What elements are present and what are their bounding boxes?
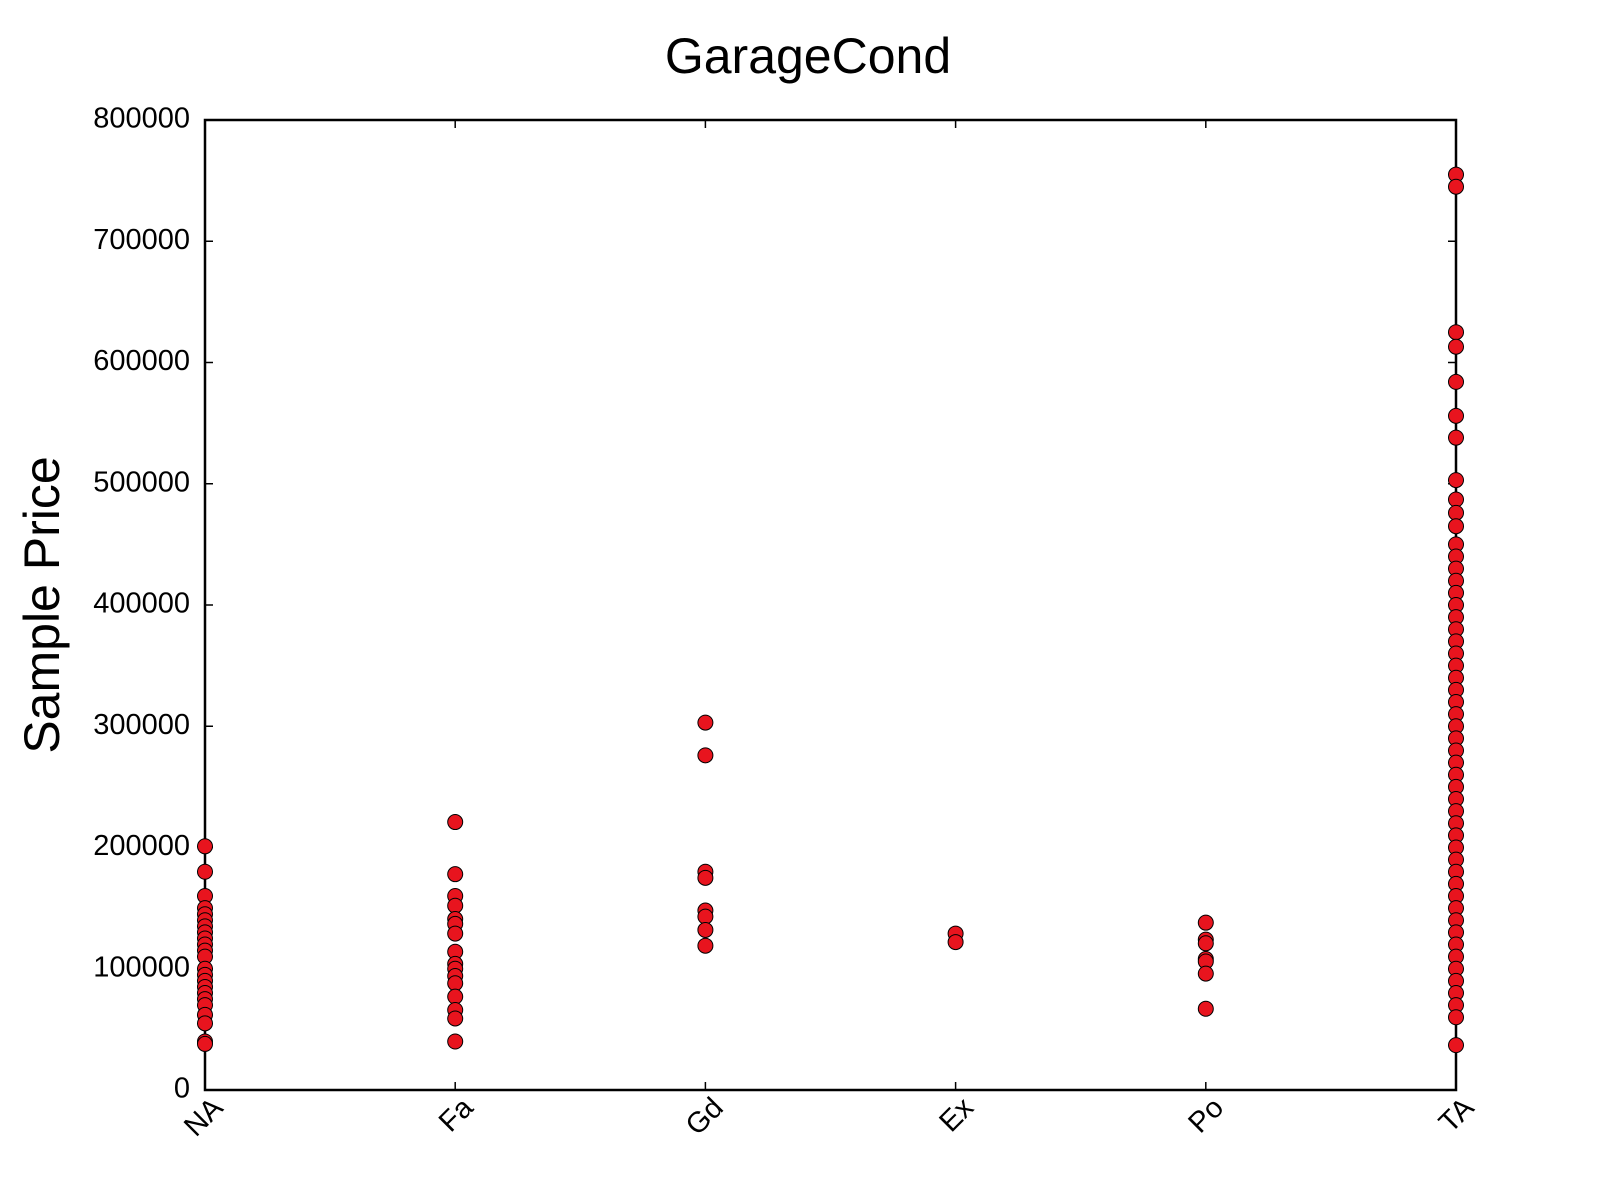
y-tick-label: 300000 [93,709,190,741]
y-tick-label: 800000 [93,103,190,135]
point [1448,1037,1464,1054]
point [447,897,464,914]
point [697,869,714,886]
point [697,747,714,764]
point [1448,518,1464,535]
point [1197,965,1214,982]
point [1448,373,1464,390]
point [1448,178,1464,195]
point [1197,935,1214,952]
point [697,921,714,938]
point [447,866,464,883]
point [197,1035,213,1052]
x-tick-label: Po [1182,1092,1230,1140]
y-tick-label: 700000 [93,224,190,256]
point [197,1015,213,1032]
point [1448,338,1464,355]
x-tick-label: Fa [433,1091,480,1138]
point [1448,504,1464,521]
point [697,937,714,954]
point [447,975,464,992]
y-tick-label: 100000 [93,951,190,983]
point [197,863,213,880]
point [1448,1009,1464,1026]
point [1448,324,1464,341]
y-axis-label: Sample Price [14,456,70,753]
point [1448,472,1464,489]
y-tick-label: 600000 [93,345,190,377]
point [1448,491,1464,508]
x-tick-label: Ex [933,1091,980,1138]
point [197,838,213,855]
point [1197,914,1214,931]
y-tick-label: 0 [174,1073,190,1105]
point [447,814,464,831]
x-tick-label: Gd [680,1092,730,1142]
y-tick-label: 400000 [93,588,190,620]
point [447,925,464,942]
y-tick-label: 200000 [93,830,190,862]
point [1197,1000,1214,1017]
x-tick-label: TA [1433,1091,1481,1139]
point [697,908,714,925]
plot-frame [203,118,1458,1092]
point [947,934,964,951]
point [447,988,464,1005]
point [447,1033,464,1050]
point [447,1010,464,1027]
point [1448,429,1464,446]
y-tick-label: 500000 [93,466,190,498]
point [697,714,714,731]
chart-title: GarageCond [665,28,951,84]
point [1448,407,1464,424]
